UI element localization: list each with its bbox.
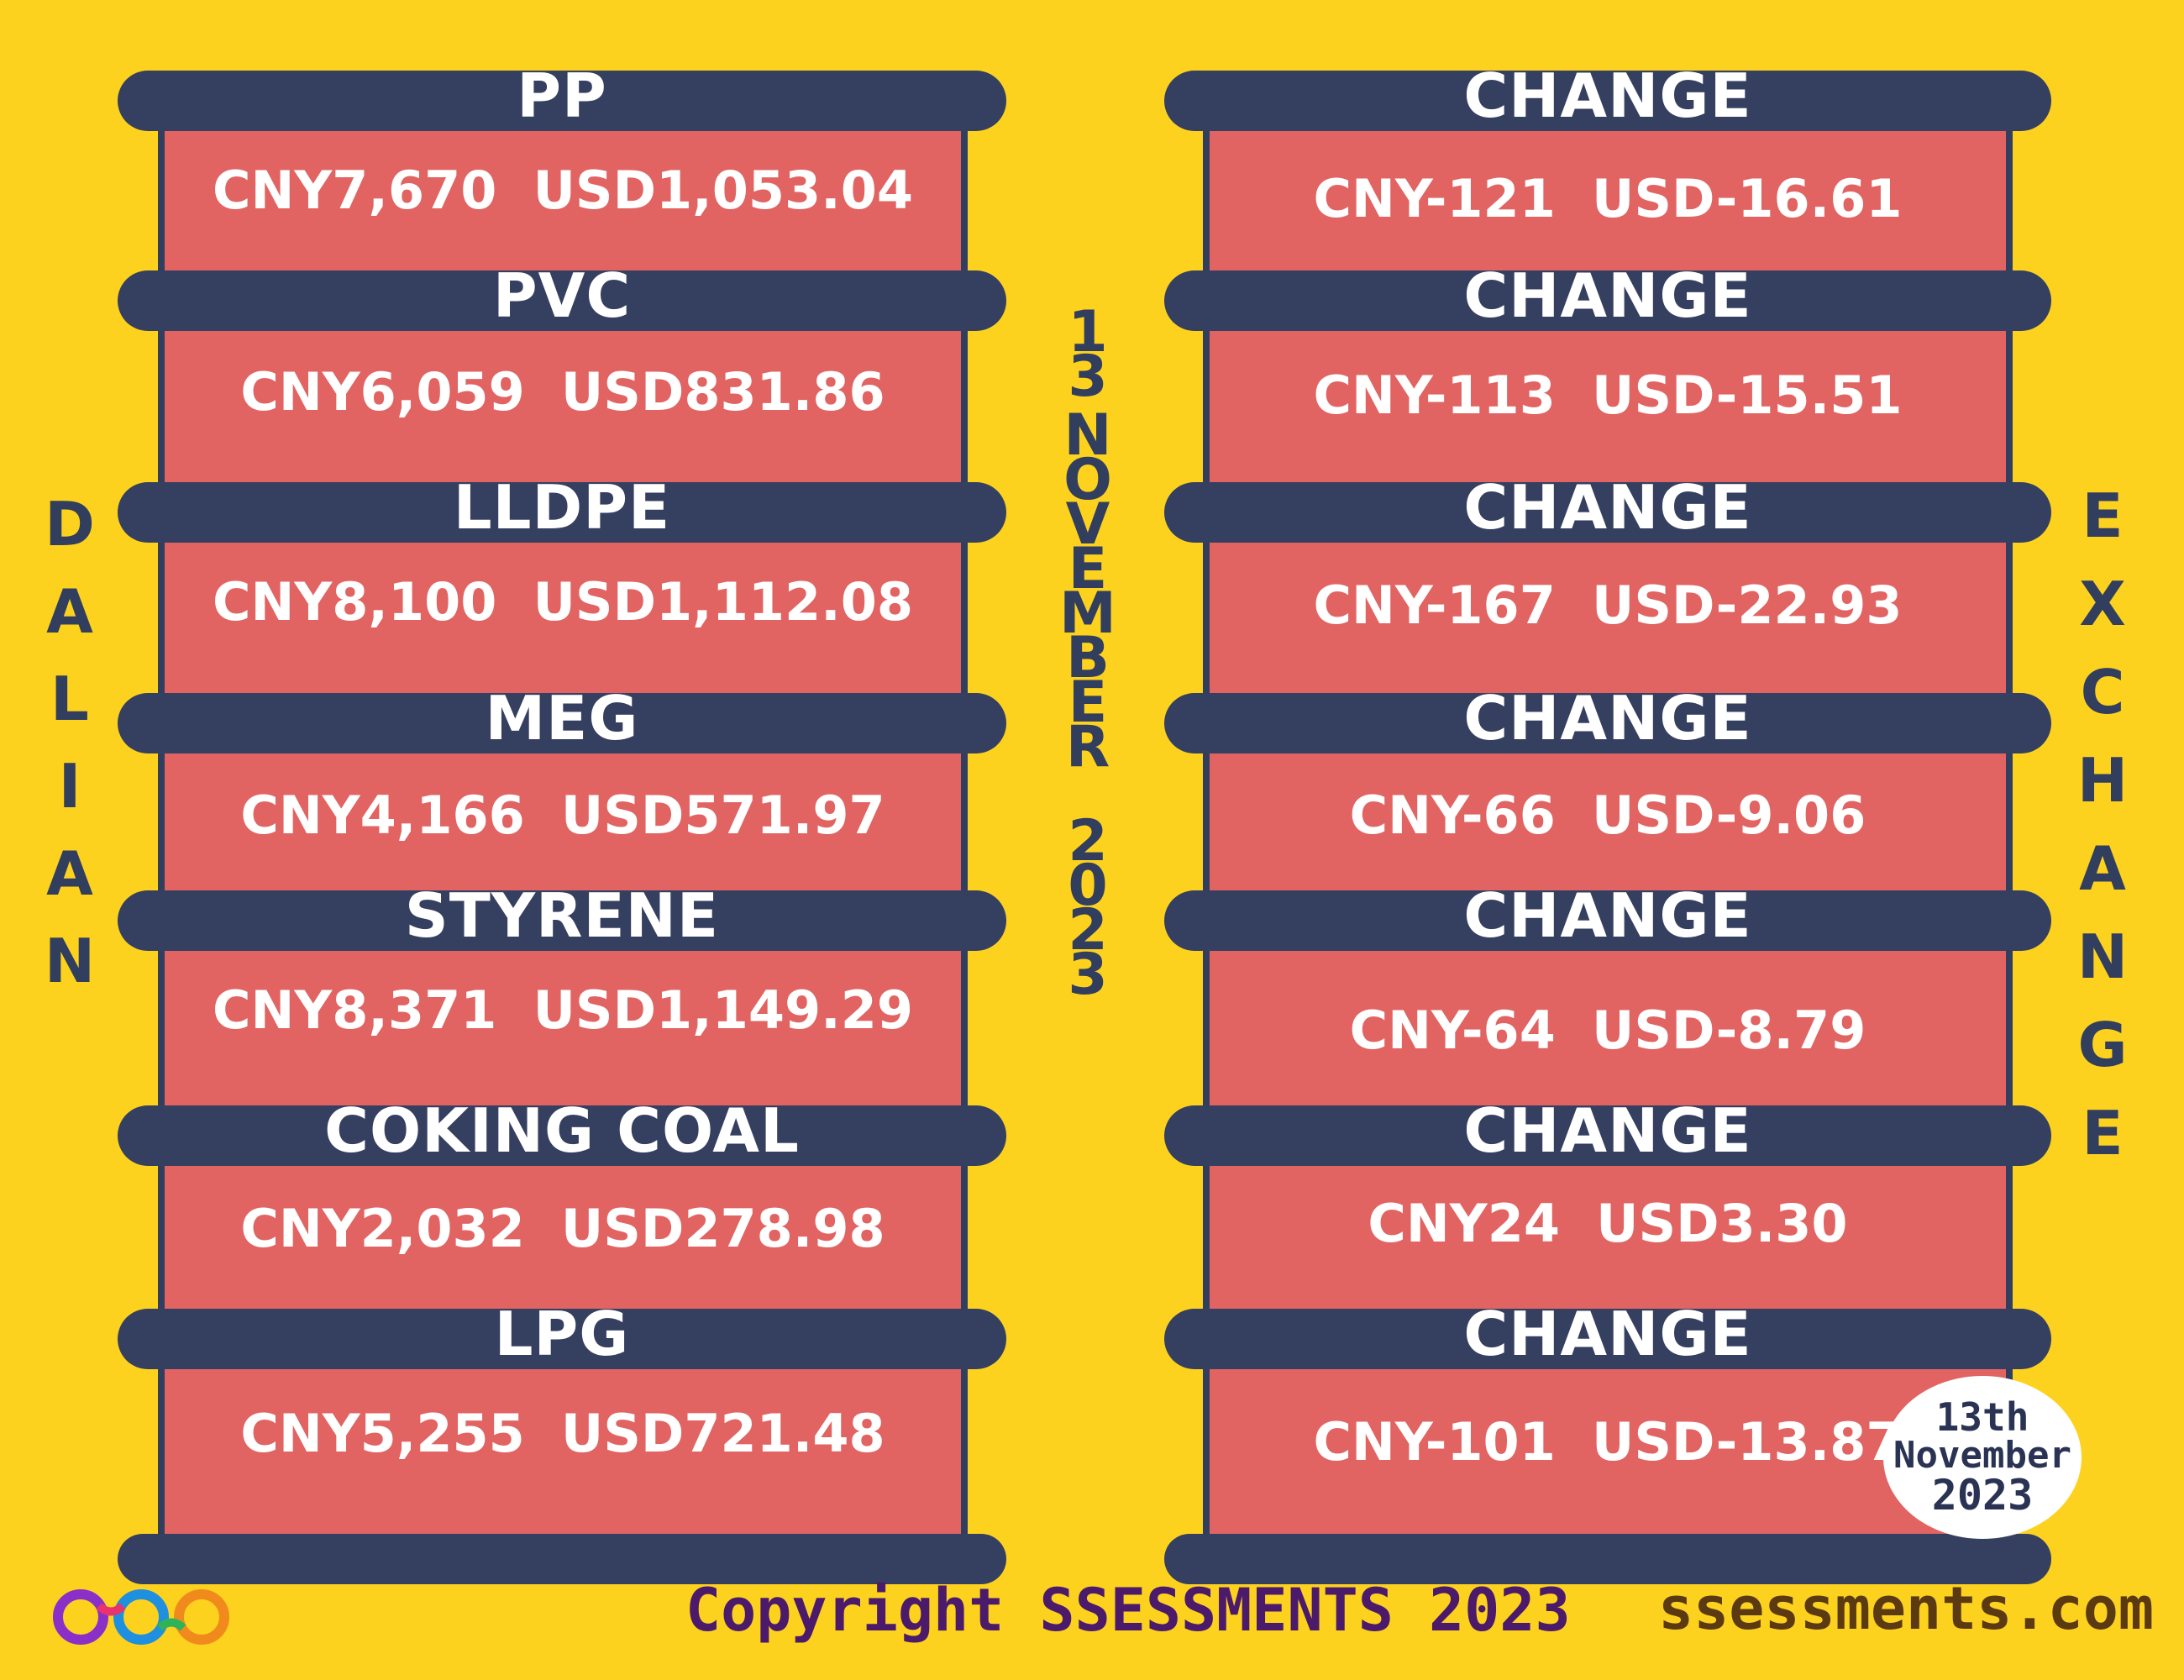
- logo-icon: [53, 1589, 229, 1645]
- date-vertical-month-char: R: [1065, 714, 1110, 780]
- change-header-label: CHANGE: [1463, 60, 1752, 131]
- change-header-label: CHANGE: [1463, 472, 1752, 543]
- date-vertical-month-char: V: [1065, 491, 1110, 558]
- change-header-2: CHANGE: [1164, 477, 2051, 543]
- date-vertical-year-char: 3: [1068, 942, 1108, 1008]
- price-header-label: MEG: [485, 683, 639, 753]
- price-header-0: PP: [118, 66, 1006, 131]
- price-value: CNY4,166 USD571.97: [240, 785, 885, 846]
- exchange-word-letter: X: [2079, 569, 2126, 639]
- price-value: CNY7,670 USD1,053.04: [213, 160, 913, 221]
- price-header-label: STYRENE: [404, 880, 720, 951]
- change-header-6: CHANGE: [1164, 1304, 2051, 1369]
- date-badge-day: 13th: [1935, 1394, 2029, 1440]
- change-header-1: CHANGE: [1164, 265, 2051, 331]
- exchange-name-letter: A: [46, 838, 93, 909]
- footer-website-link[interactable]: ssessments.com: [1658, 1574, 2155, 1643]
- change-value: CNY24 USD3.30: [1368, 1193, 1848, 1254]
- change-header-label: CHANGE: [1463, 880, 1752, 951]
- price-value: CNY2,032 USD278.98: [240, 1198, 885, 1259]
- exchange-word-letter: E: [2082, 1098, 2124, 1168]
- change-value: CNY-121 USD-16.61: [1313, 168, 1903, 229]
- exchange-name-letter: A: [46, 576, 93, 647]
- price-value: CNY8,100 USD1,112.08: [213, 571, 913, 633]
- change-header-label: CHANGE: [1463, 1095, 1752, 1166]
- date-vertical-year-char: 2: [1068, 808, 1108, 874]
- date-vertical-day-char: 3: [1068, 344, 1108, 410]
- price-header-label: COKING COAL: [324, 1095, 800, 1166]
- date-vertical-month-char: N: [1063, 402, 1112, 469]
- change-header-label: CHANGE: [1463, 1299, 1752, 1369]
- price-header-6: LPG: [118, 1304, 1006, 1369]
- change-header-4: CHANGE: [1164, 885, 2051, 951]
- change-value: CNY-113 USD-15.51: [1313, 365, 1903, 426]
- price-footer-bar: [118, 1534, 1006, 1584]
- exchange-word-letter: H: [2076, 745, 2129, 816]
- date-badge: 13th November 2023: [1883, 1376, 2082, 1539]
- exchange-word-letter: N: [2076, 921, 2129, 992]
- date-badge-month: November: [1893, 1433, 2071, 1477]
- price-header-label: PP: [517, 60, 607, 131]
- change-value: CNY-66 USD-9.06: [1349, 785, 1866, 846]
- footer-copyright: Copyright SSESSMENTS 2023: [685, 1576, 1571, 1645]
- change-footer-bar: [1164, 1534, 2051, 1584]
- change-body: [1203, 101, 2013, 1534]
- date-vertical-month-char: M: [1059, 580, 1116, 647]
- change-value: CNY-167 USD-22.93: [1313, 575, 1903, 636]
- exchange-name-letter: L: [50, 664, 89, 734]
- exchange-name-letter: D: [45, 489, 95, 559]
- price-header-1: PVC: [118, 265, 1006, 331]
- exchange-name-letter: N: [44, 926, 96, 996]
- price-value: CNY5,255 USD721.48: [240, 1403, 885, 1464]
- date-vertical-month-char: E: [1068, 536, 1108, 602]
- price-header-label: PVC: [492, 260, 632, 331]
- date-vertical-month-char: E: [1068, 669, 1108, 736]
- date-vertical-day-char: 1: [1068, 299, 1108, 365]
- price-header-2: LLDPE: [118, 477, 1006, 543]
- price-value: CNY8,371 USD1,149.29: [213, 979, 913, 1041]
- price-body: [158, 101, 968, 1534]
- exchange-word-letter: A: [2079, 833, 2126, 904]
- change-value: CNY-101 USD-13.87: [1313, 1411, 1903, 1473]
- exchange-name-letter: I: [58, 751, 81, 822]
- change-header-3: CHANGE: [1164, 688, 2051, 753]
- date-vertical-month-char: O: [1063, 447, 1112, 513]
- change-header-0: CHANGE: [1164, 66, 2051, 131]
- price-value: CNY6,059 USD831.86: [240, 361, 885, 423]
- date-vertical-year-char: 2: [1068, 897, 1108, 963]
- date-vertical-month-char: B: [1066, 625, 1110, 691]
- change-header-label: CHANGE: [1463, 683, 1752, 753]
- price-header-4: STYRENE: [118, 885, 1006, 951]
- date-vertical-year-char: 0: [1068, 853, 1108, 919]
- change-header-label: CHANGE: [1463, 260, 1752, 331]
- date-badge-year: 2023: [1931, 1471, 2034, 1520]
- price-header-5: COKING COAL: [118, 1100, 1006, 1166]
- change-value: CNY-64 USD-8.79: [1349, 1000, 1866, 1061]
- exchange-word-letter: G: [2077, 1010, 2128, 1080]
- price-header-3: MEG: [118, 688, 1006, 753]
- price-header-label: LPG: [494, 1299, 630, 1369]
- price-header-label: LLDPE: [453, 472, 671, 543]
- exchange-word-letter: C: [2080, 657, 2125, 727]
- change-header-5: CHANGE: [1164, 1100, 2051, 1166]
- exchange-word-letter: E: [2082, 480, 2124, 551]
